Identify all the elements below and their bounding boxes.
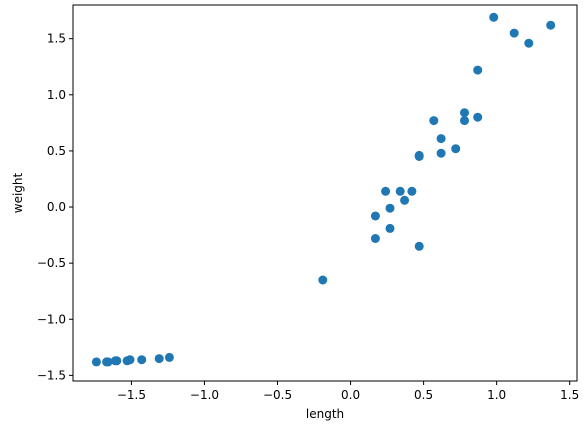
- x-tick-label-5: 1.0: [487, 388, 506, 402]
- y-tick-label-6: 1.5: [47, 32, 66, 46]
- data-point-20: [414, 150, 424, 160]
- x-axis-ticks: −1.5 −1.0 −0.5 0.0 0.5 1.0 1.5: [117, 381, 579, 402]
- data-point-6: [125, 355, 135, 365]
- data-point-0: [91, 357, 101, 367]
- x-tick-label-6: 1.5: [560, 388, 579, 402]
- y-tick-label-4: 0.5: [47, 144, 66, 158]
- data-point-31: [509, 28, 519, 38]
- data-point-12: [370, 234, 380, 243]
- x-tick-label-4: 0.5: [414, 388, 433, 402]
- x-tick-label-0: −1.5: [117, 388, 146, 402]
- x-tick-label-2: −0.5: [263, 388, 292, 402]
- y-axis-label: weight: [11, 172, 25, 213]
- data-point-17: [400, 195, 410, 205]
- x-tick-label-1: −1.0: [190, 388, 219, 402]
- data-point-21: [414, 241, 424, 251]
- y-tick-label-5: 1.0: [47, 88, 66, 102]
- y-axis-ticks: −1.5 −1.0 −0.5 0.0 0.5 1.0 1.5: [37, 32, 73, 382]
- x-tick-label-3: 0.0: [341, 388, 360, 402]
- data-point-27: [460, 116, 469, 126]
- data-point-10: [318, 275, 328, 285]
- data-point-4: [112, 356, 122, 366]
- data-point-11: [370, 211, 380, 221]
- data-point-23: [436, 134, 446, 144]
- data-point-13: [381, 186, 391, 196]
- data-point-2: [103, 357, 113, 367]
- data-point-28: [473, 112, 483, 122]
- data-point-9: [164, 352, 174, 362]
- data-point-30: [489, 12, 499, 22]
- data-point-22: [429, 116, 439, 126]
- data-point-25: [451, 144, 461, 154]
- data-point-33: [546, 20, 556, 30]
- axes-frame: [72, 4, 578, 382]
- y-tick-label-0: −1.5: [37, 368, 66, 382]
- data-point-26: [460, 108, 469, 118]
- y-tick-label-1: −1.0: [37, 312, 66, 326]
- x-axis-label: length: [306, 407, 344, 421]
- data-point-29: [473, 65, 483, 75]
- data-point-15: [385, 223, 395, 233]
- data-point-32: [524, 38, 534, 48]
- data-point-8: [154, 354, 164, 364]
- data-point-18: [407, 186, 417, 196]
- y-tick-label-2: −0.5: [37, 256, 66, 270]
- data-point-14: [385, 203, 395, 213]
- y-tick-label-3: 0.0: [47, 200, 66, 214]
- data-point-7: [137, 355, 147, 365]
- data-point-24: [436, 148, 446, 158]
- data-point-16: [395, 186, 405, 196]
- data-points: [91, 12, 556, 367]
